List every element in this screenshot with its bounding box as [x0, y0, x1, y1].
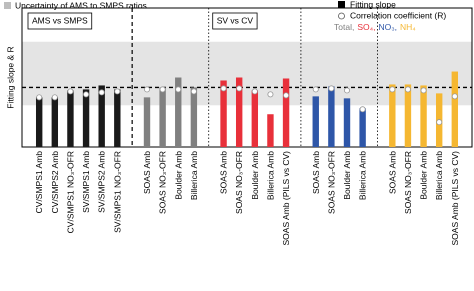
x-tick-label: CV/SMPS1 Amb: [34, 151, 44, 214]
r-marker: [220, 85, 227, 92]
bar: [451, 71, 459, 147]
legend-label: Correlation coefficient (R): [350, 10, 446, 20]
x-tick-label: Boulder Amb: [419, 151, 429, 200]
r-marker: [51, 94, 58, 101]
bar: [190, 87, 198, 147]
band-legend-label: Uncertainty of AMS to SMPS ratios: [15, 0, 147, 10]
legend-swatch: [338, 1, 345, 8]
bar: [420, 85, 427, 147]
r-marker: [451, 93, 458, 100]
r-marker: [67, 88, 74, 95]
r-marker: [159, 86, 166, 93]
plot-frame: [21, 7, 473, 148]
uncertainty-band: [22, 41, 472, 106]
r-marker: [83, 91, 90, 98]
bar: [98, 85, 105, 147]
bar: [267, 114, 274, 147]
r-marker: [404, 86, 411, 93]
bar: [220, 80, 227, 147]
bar: [251, 90, 259, 147]
r-marker: [251, 88, 258, 95]
species-legend: Total, SO₄, NO₃, NH₄: [334, 22, 416, 32]
r-marker: [436, 119, 443, 126]
bar: [404, 84, 412, 147]
x-tick-label: SV/SMPS1 Amb: [81, 151, 91, 213]
r-marker: [36, 94, 43, 101]
bar: [282, 78, 290, 147]
x-tick-label: SOAS Amb: [387, 151, 397, 194]
bar: [328, 86, 335, 147]
bar: [114, 89, 121, 147]
panel-label-box: [212, 12, 258, 30]
x-tick-label: Boulder Amb: [342, 151, 352, 200]
bar: [312, 96, 319, 147]
bar: [143, 97, 151, 147]
x-tick-label: CV/SMPS1 NO₃-OFR: [65, 151, 75, 233]
r-marker: [175, 86, 182, 93]
legend-label: Fitting slope: [350, 0, 396, 9]
x-tick-label: SOAS NO₃-OFR: [403, 151, 413, 214]
x-tick-label: SOAS Amb: [311, 151, 321, 194]
x-tick-label: Billerica Amb: [434, 151, 444, 200]
bar: [389, 84, 396, 147]
r-marker: [236, 85, 243, 92]
bar: [235, 77, 243, 147]
r-marker: [328, 85, 335, 92]
r-marker: [283, 92, 290, 99]
bar: [359, 108, 366, 147]
bar: [159, 87, 166, 147]
x-tick-label: SOAS NO₃-OFR: [326, 151, 336, 214]
x-tick-label: SV/SMPS1 NO₃-OFR: [112, 151, 122, 233]
r-marker: [359, 106, 366, 113]
bar: [343, 98, 351, 147]
r-marker: [343, 87, 350, 94]
species-legend-entry: SO₄,: [357, 22, 375, 32]
species-legend-entry: NH₄: [400, 22, 416, 32]
x-tick-label: SV/SMPS2 Amb: [97, 151, 107, 213]
band-legend-swatch: [4, 2, 11, 9]
r-marker: [143, 86, 150, 93]
x-tick-label: SOAS Amb: [219, 151, 229, 194]
r-marker: [420, 87, 427, 94]
legend-marker: [338, 12, 345, 20]
x-tick-label: Billerica Amb: [358, 151, 368, 200]
x-tick-label: SOAS NO₃-OFR: [234, 151, 244, 214]
x-tick-label: Billerica Amb: [265, 151, 275, 200]
r-marker: [267, 91, 274, 98]
x-tick-label: CV/SMPS2 Amb: [50, 151, 60, 214]
species-legend-entry: Total,: [334, 22, 354, 32]
panel-label: SV vs CV: [217, 15, 254, 25]
r-marker: [389, 86, 396, 93]
x-tick-label: Boulder Amb: [250, 151, 260, 200]
x-tick-label: SOAS Amb (PILS vs CV): [281, 151, 291, 246]
x-tick-label: Boulder Amb: [173, 151, 183, 200]
x-tick-label: Billerica Amb: [189, 151, 199, 200]
x-tick-label: SOAS Amb: [142, 151, 152, 194]
panel-label-box: [27, 12, 93, 30]
bar: [175, 77, 182, 147]
x-tick-label: SOAS NO₃-OFR: [158, 151, 168, 214]
bar: [82, 89, 90, 147]
bar: [67, 90, 74, 147]
species-legend-entry: NO₃,: [378, 22, 397, 32]
bar: [51, 97, 59, 147]
x-tick-label: SOAS Amb (PILS vs CV): [450, 151, 460, 246]
y-axis-label: Fitting slope & R: [5, 46, 15, 108]
r-marker: [312, 86, 319, 93]
r-marker: [98, 89, 105, 96]
r-marker: [114, 88, 121, 95]
r-marker: [190, 88, 197, 95]
bar: [35, 97, 43, 147]
panel-label: AMS vs SMPS: [32, 15, 88, 25]
